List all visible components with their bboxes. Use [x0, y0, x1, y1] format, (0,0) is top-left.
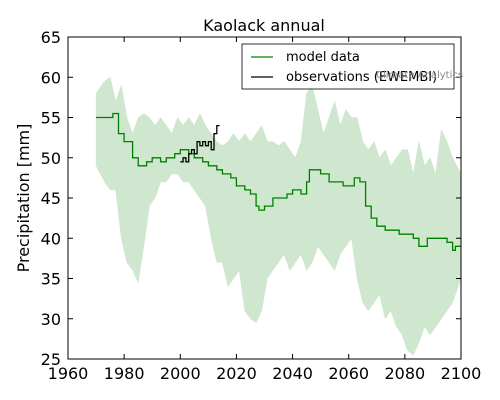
y-tick-label: 35 [41, 270, 61, 289]
y-tick-label: 45 [41, 189, 61, 208]
x-tick-label: 1960 [48, 364, 89, 383]
x-tick-label: 2000 [160, 364, 201, 383]
model-range-band [95, 76, 462, 356]
x-tick-label: 2100 [441, 364, 482, 383]
y-tick-label: 65 [41, 28, 61, 47]
legend-box [241, 43, 455, 90]
x-tick-label: 1980 [104, 364, 145, 383]
y-tick-label: 60 [41, 68, 61, 87]
band-layer [95, 76, 462, 356]
chart-title: Kaolack annual [203, 16, 325, 35]
x-axis: 1960 1980 2000 2020 2040 2060 2080 2100 [48, 37, 482, 383]
legend-label-observations: observations (EWEMBI) [286, 70, 437, 85]
model-data-line [96, 112, 461, 251]
y-tick-label: 55 [41, 109, 61, 128]
y-tick-label: 25 [41, 350, 61, 369]
legend: model data observations (EWEMBI) [241, 43, 455, 90]
y-tick-label: 50 [41, 149, 61, 168]
y-tick-label: 30 [41, 310, 61, 329]
observations-line [180, 124, 220, 163]
x-tick-label: 2020 [216, 364, 257, 383]
x-tick-label: 2080 [384, 364, 425, 383]
y-axis: 25 30 35 40 45 50 55 60 65 [41, 28, 461, 369]
x-tick-label: 2040 [272, 364, 313, 383]
y-axis-title: Precipitation [mm] [14, 124, 33, 273]
x-tick-label: 2060 [328, 364, 369, 383]
legend-label-model-data: model data [286, 50, 360, 65]
series-layer [96, 112, 461, 251]
y-tick-label: 40 [41, 229, 61, 248]
watermark: Climate Analytics [376, 70, 463, 81]
